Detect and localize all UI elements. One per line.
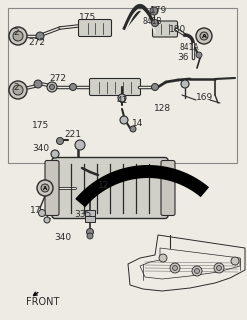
Text: A: A xyxy=(43,186,47,190)
Circle shape xyxy=(150,7,158,15)
Text: 169: 169 xyxy=(196,92,214,101)
Circle shape xyxy=(170,263,180,273)
Text: 175: 175 xyxy=(32,121,50,130)
Circle shape xyxy=(196,28,212,44)
Circle shape xyxy=(118,94,126,102)
FancyBboxPatch shape xyxy=(79,20,111,36)
Circle shape xyxy=(9,27,27,45)
Text: A: A xyxy=(202,34,206,38)
FancyBboxPatch shape xyxy=(45,161,59,215)
Text: 36: 36 xyxy=(177,52,189,61)
Circle shape xyxy=(13,85,23,95)
Text: FRONT: FRONT xyxy=(26,297,60,307)
Circle shape xyxy=(36,32,44,40)
Circle shape xyxy=(9,81,27,99)
Circle shape xyxy=(214,263,224,273)
Text: 221: 221 xyxy=(64,130,82,139)
Circle shape xyxy=(217,266,222,270)
FancyBboxPatch shape xyxy=(161,161,175,215)
Circle shape xyxy=(181,80,189,88)
Text: 2: 2 xyxy=(13,28,19,36)
Circle shape xyxy=(159,254,167,262)
Text: 841B: 841B xyxy=(142,17,162,26)
Polygon shape xyxy=(75,165,209,207)
Text: 272: 272 xyxy=(28,37,45,46)
Circle shape xyxy=(151,84,159,91)
Text: 179: 179 xyxy=(150,5,168,14)
Text: 335: 335 xyxy=(74,210,92,219)
Bar xyxy=(85,210,95,216)
Circle shape xyxy=(37,180,53,196)
Circle shape xyxy=(86,228,94,236)
Text: 841A: 841A xyxy=(179,43,199,52)
Text: 14: 14 xyxy=(132,118,144,127)
Circle shape xyxy=(49,84,55,90)
Text: 340: 340 xyxy=(32,143,50,153)
Circle shape xyxy=(151,20,159,27)
Circle shape xyxy=(200,32,208,40)
Text: 17: 17 xyxy=(30,205,42,214)
Circle shape xyxy=(34,80,42,88)
FancyBboxPatch shape xyxy=(89,78,141,95)
Text: 180: 180 xyxy=(169,25,187,34)
Circle shape xyxy=(39,210,45,217)
Circle shape xyxy=(44,217,50,223)
Circle shape xyxy=(196,52,202,58)
FancyBboxPatch shape xyxy=(52,157,168,219)
Text: 128: 128 xyxy=(154,103,172,113)
Text: 272: 272 xyxy=(49,74,66,83)
Circle shape xyxy=(69,84,77,91)
Circle shape xyxy=(194,268,200,274)
Bar xyxy=(85,216,95,222)
Circle shape xyxy=(87,233,93,239)
Circle shape xyxy=(47,82,57,92)
Circle shape xyxy=(51,150,59,158)
Circle shape xyxy=(41,184,49,192)
Text: 175: 175 xyxy=(79,12,97,21)
Text: 12: 12 xyxy=(98,180,110,189)
Circle shape xyxy=(192,266,202,276)
Circle shape xyxy=(231,257,239,265)
Circle shape xyxy=(172,266,178,270)
Circle shape xyxy=(57,138,63,145)
Circle shape xyxy=(13,31,23,41)
Text: 41: 41 xyxy=(116,95,128,105)
Text: 2: 2 xyxy=(13,83,19,92)
Bar xyxy=(8,8,237,163)
Circle shape xyxy=(75,140,85,150)
Text: 340: 340 xyxy=(54,233,72,242)
FancyBboxPatch shape xyxy=(152,21,178,37)
Circle shape xyxy=(120,116,128,124)
Circle shape xyxy=(130,126,136,132)
